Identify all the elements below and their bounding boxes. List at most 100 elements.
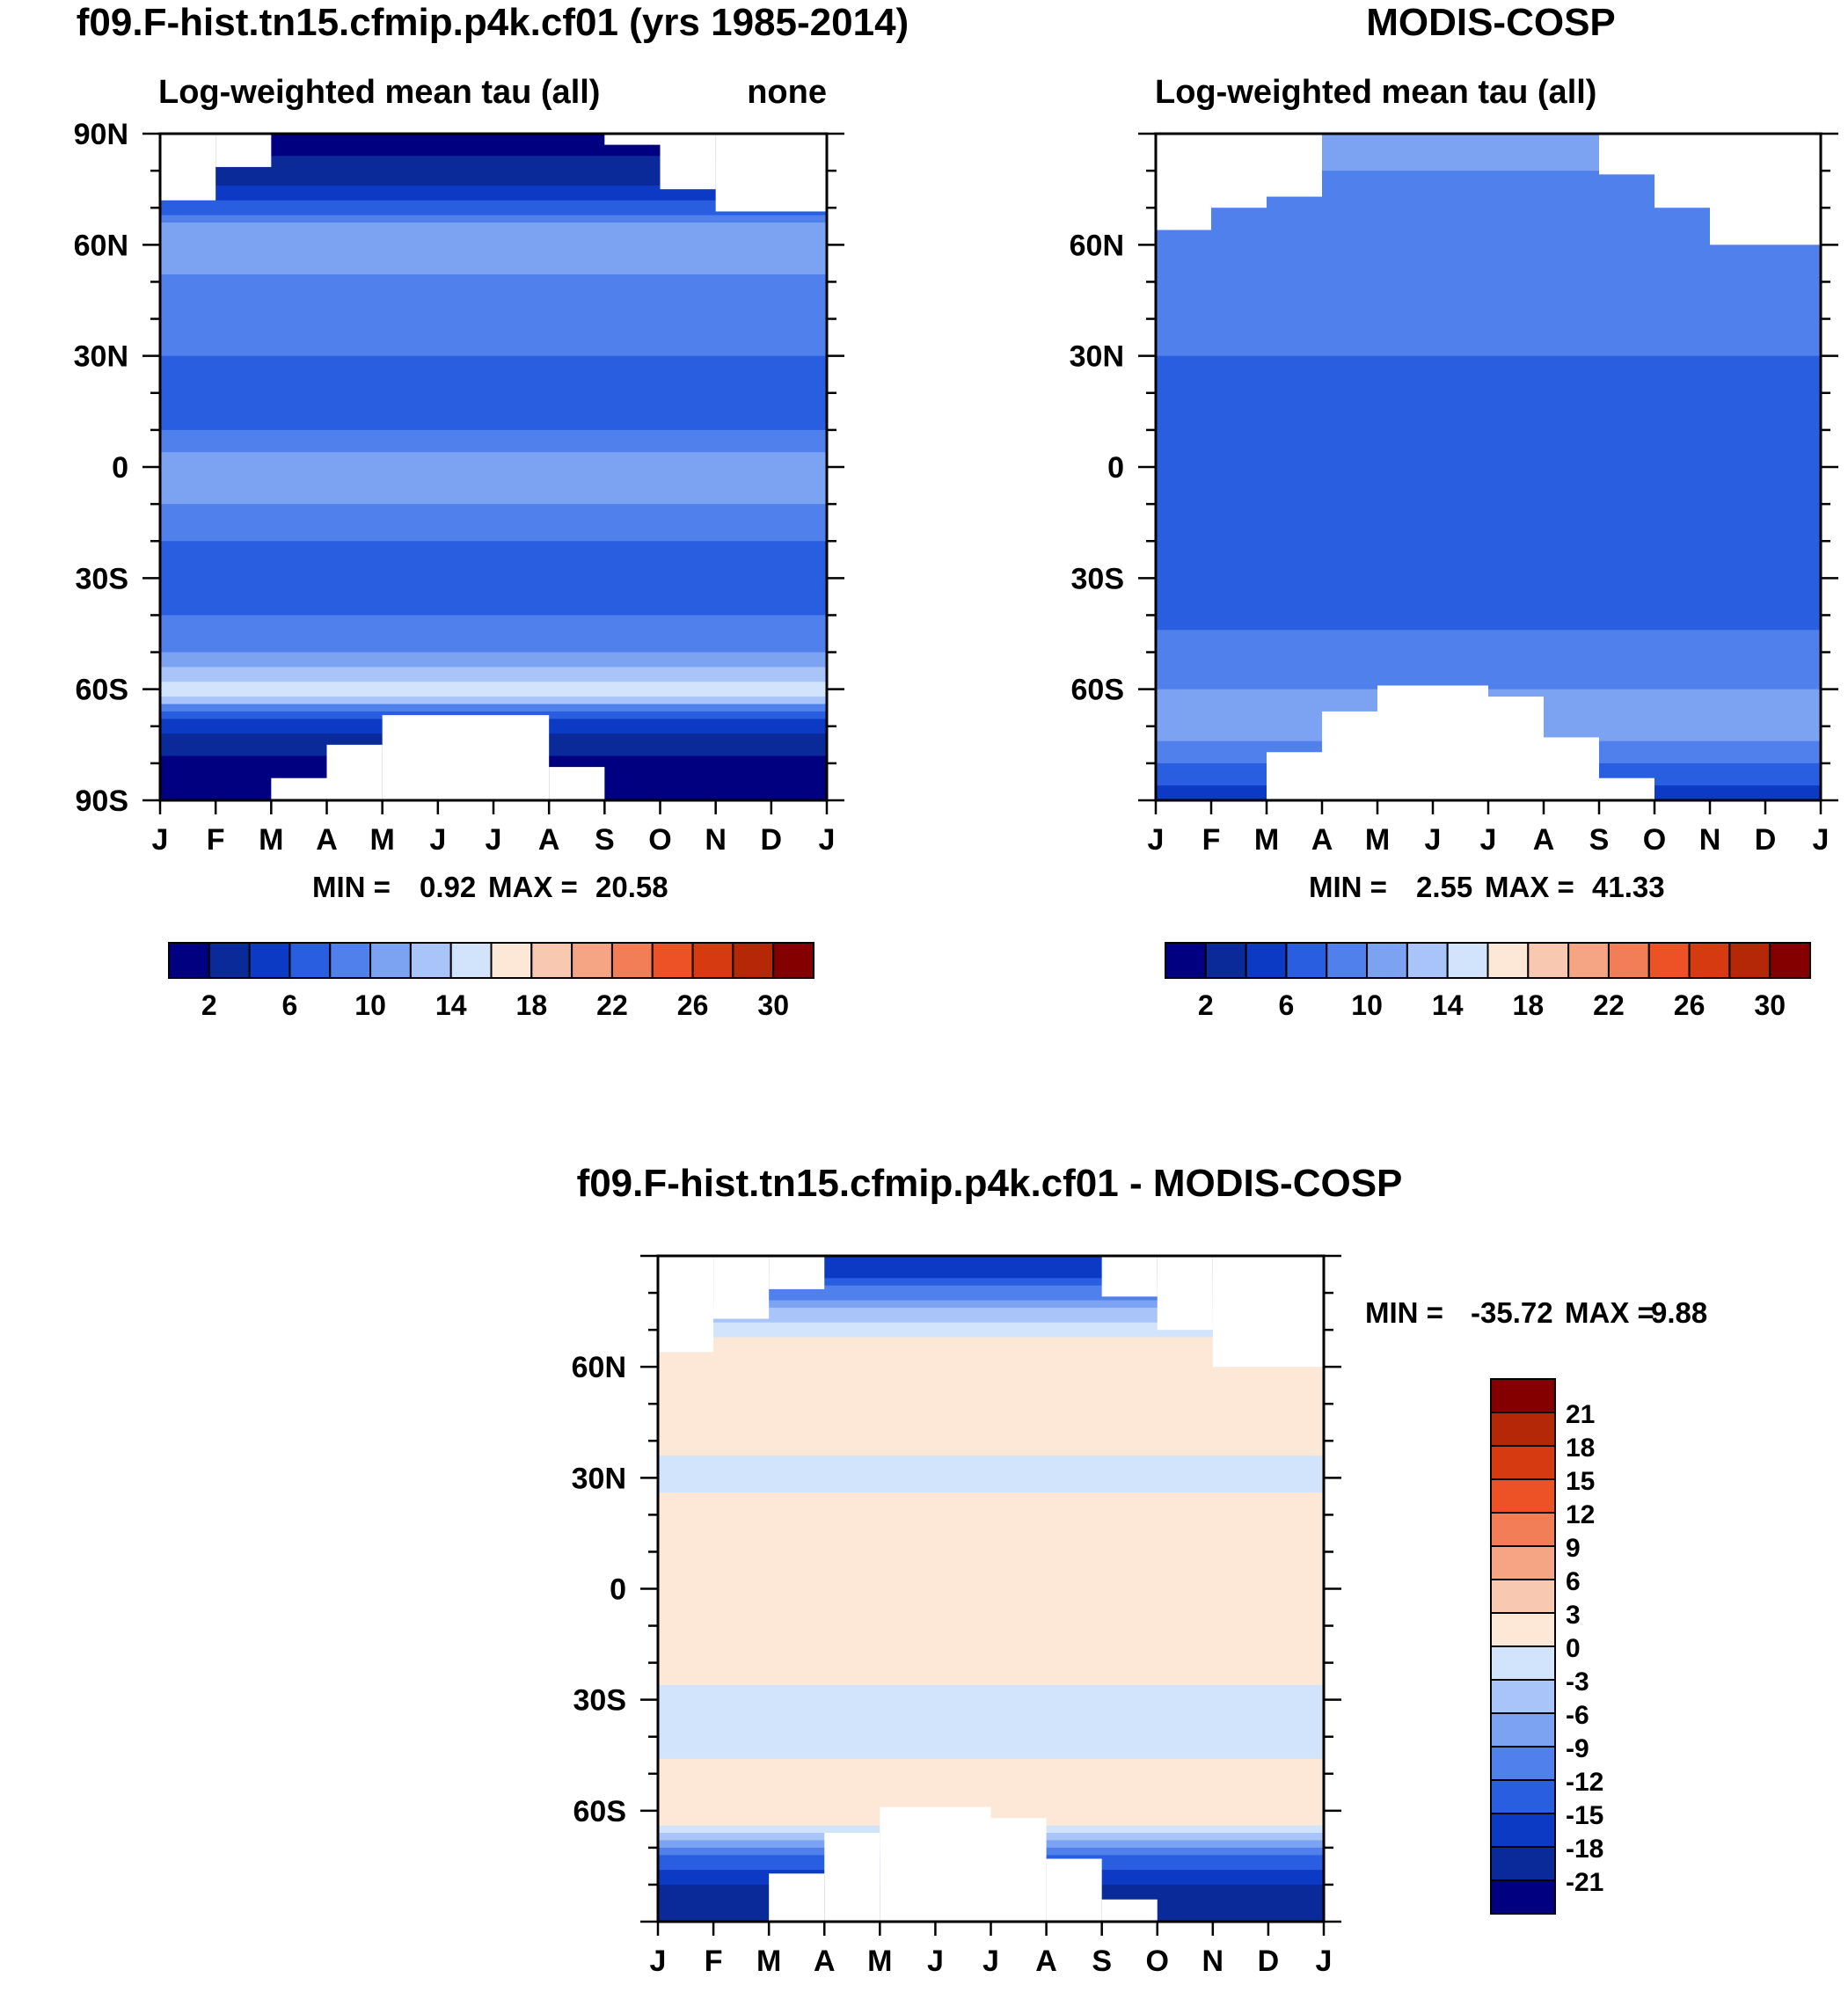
- field-band: [1156, 496, 1821, 505]
- field-band: [1156, 163, 1821, 171]
- colorbar-box: [369, 942, 412, 979]
- field-band: [658, 1573, 1324, 1582]
- field-band: [658, 1478, 1324, 1486]
- field-band: [1156, 526, 1821, 535]
- missing-data-mask: [1599, 134, 1654, 175]
- field-band: [658, 1270, 1324, 1279]
- field-band: [160, 429, 827, 438]
- x-tick-label: J: [1480, 823, 1497, 857]
- field-band: [1156, 541, 1821, 550]
- field-band: [160, 141, 827, 150]
- field-band: [658, 1618, 1324, 1627]
- colorbar-box: [732, 942, 775, 979]
- colorbar-label: 10: [354, 989, 386, 1021]
- colorbar-box: [610, 942, 654, 979]
- field-band: [1156, 178, 1821, 186]
- colorbar-label: 30: [757, 989, 789, 1021]
- field-band: [160, 452, 827, 461]
- field-band: [658, 1647, 1324, 1656]
- field-band: [160, 415, 827, 424]
- colorbar-box: [1326, 942, 1369, 979]
- field-band: [658, 1758, 1324, 1767]
- field-band: [658, 1684, 1324, 1693]
- field-band: [160, 467, 827, 476]
- missing-data-mask: [715, 134, 827, 212]
- title-right: MODIS-COSP: [1366, 1, 1616, 44]
- missing-data-mask: [824, 1833, 880, 1922]
- field-band: [658, 1677, 1324, 1686]
- field-band: [658, 1721, 1324, 1730]
- y-tick-label: 60N: [572, 1351, 626, 1384]
- field-band: [160, 185, 827, 193]
- field-band: [658, 1603, 1324, 1612]
- missing-data-mask: [1710, 134, 1821, 245]
- x-tick-label: D: [1258, 1945, 1280, 1978]
- missing-data-mask: [549, 767, 605, 800]
- x-tick-label: O: [1146, 1945, 1169, 1978]
- field-band: [160, 230, 827, 238]
- colorbar-label: -18: [1566, 1835, 1603, 1864]
- field-band: [1156, 674, 1821, 682]
- field-band: [160, 148, 827, 157]
- field-band: [160, 208, 827, 216]
- colorbar-label: -15: [1566, 1801, 1603, 1830]
- field-band: [658, 1433, 1324, 1441]
- field-band: [1156, 363, 1821, 372]
- field-band: [160, 682, 827, 690]
- field-band: [658, 1344, 1324, 1353]
- field-band: [160, 223, 827, 231]
- colorbar-label: 10: [1351, 989, 1383, 1021]
- field-band: [658, 1285, 1324, 1294]
- field-band: [1156, 504, 1821, 513]
- x-tick-label: J: [152, 823, 169, 857]
- missing-data-mask: [1046, 1858, 1102, 1922]
- field-band: [1156, 340, 1821, 349]
- x-tick-label: D: [761, 823, 783, 857]
- colorbar-box: [1567, 942, 1610, 979]
- x-tick-label: A: [1533, 823, 1555, 857]
- field-band: [658, 1374, 1324, 1383]
- field-band: [658, 1485, 1324, 1493]
- colorbar-box: [289, 942, 332, 979]
- field-band: [160, 163, 827, 171]
- y-tick-label: 30N: [74, 340, 128, 374]
- field-band: [1156, 645, 1821, 653]
- x-tick-label: A: [538, 823, 560, 857]
- field-band: [160, 600, 827, 609]
- colorbar-label: 18: [1566, 1434, 1595, 1463]
- field-band: [160, 244, 827, 253]
- x-tick-label: J: [819, 823, 836, 857]
- x-tick-label: A: [316, 823, 338, 857]
- field-band: [658, 1426, 1324, 1434]
- field-band: [658, 1411, 1324, 1419]
- colorbar-box: [409, 942, 452, 979]
- missing-data-mask: [1599, 777, 1654, 800]
- field-band: [160, 667, 827, 675]
- missing-data-mask: [1101, 1256, 1158, 1297]
- field-band: [658, 1699, 1324, 1708]
- field-band: [1156, 355, 1821, 364]
- x-tick-label: J: [1425, 823, 1442, 857]
- panel2-max-label: MAX =: [1485, 871, 1574, 903]
- y-tick-label: 90S: [76, 784, 129, 818]
- field-band: [658, 1736, 1324, 1745]
- field-band: [658, 1456, 1324, 1464]
- field-band: [160, 526, 827, 535]
- y-tick-label: 30S: [76, 562, 129, 595]
- missing-data-mask: [604, 134, 661, 145]
- x-tick-label: A: [1311, 823, 1333, 857]
- field-band: [658, 1558, 1324, 1567]
- y-tick-label: 60N: [74, 229, 128, 262]
- field-band: [658, 1796, 1324, 1805]
- field-band: [658, 1463, 1324, 1471]
- panel2-minmax: MIN = 2.55 MAX = 41.33: [1309, 871, 1665, 903]
- field-band: [658, 1404, 1324, 1412]
- field-band: [1156, 481, 1821, 490]
- colorbar-label: 18: [516, 989, 548, 1021]
- panel1-colorbar: 2 6 10 14 18 22 26 30: [168, 942, 814, 1021]
- x-tick-label: M: [1254, 823, 1279, 857]
- missing-data-mask: [769, 1256, 825, 1289]
- field-band: [658, 1536, 1324, 1545]
- panel1-max-value: 20.58: [595, 871, 668, 903]
